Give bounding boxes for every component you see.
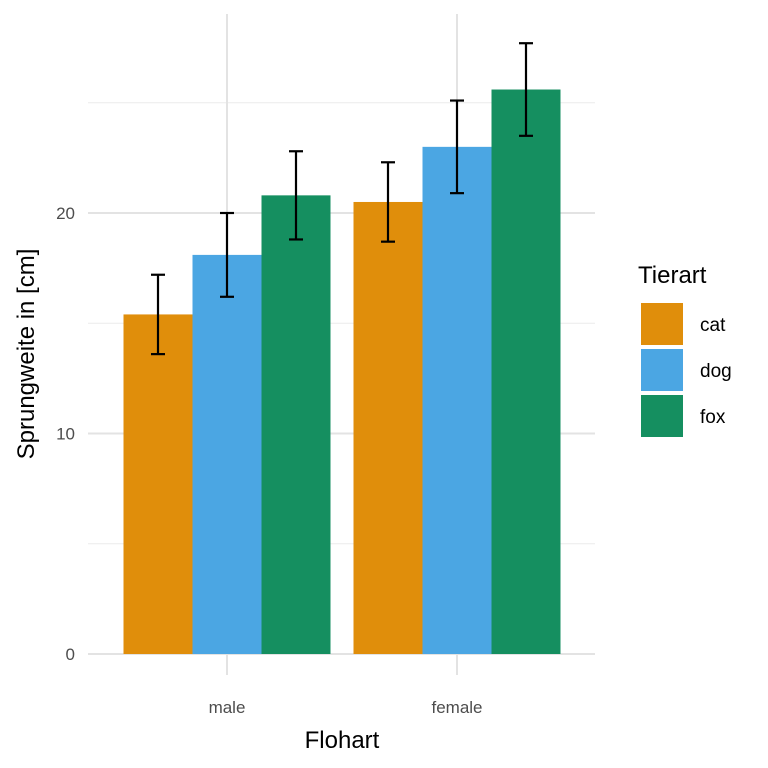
- x-axis-title: Flohart: [305, 727, 380, 754]
- error-bar-dog-male: [220, 211, 234, 298]
- error-bars: [151, 42, 533, 356]
- legend-item-dog: dog: [641, 349, 732, 391]
- bar-cat-female: [353, 201, 423, 654]
- bar-cat-male: [123, 314, 193, 654]
- legend-title: Tierart: [638, 262, 707, 289]
- legend-label: cat: [700, 315, 726, 336]
- legend-swatch: [641, 395, 683, 437]
- y-tick-label: 10: [56, 425, 75, 444]
- y-tick-label: 20: [56, 204, 75, 223]
- error-bar-cat-female: [381, 161, 395, 243]
- error-bar-dog-female: [450, 99, 464, 195]
- y-axis-ticks: 0 10 20: [56, 204, 75, 664]
- legend-label: fox: [700, 407, 726, 428]
- bar-fox-female: [491, 89, 561, 654]
- legend-label: dog: [700, 361, 732, 382]
- bar-dog-male: [192, 254, 262, 654]
- bar-dog-female: [422, 146, 492, 654]
- x-tick-label: male: [209, 698, 246, 717]
- legend-swatch: [641, 303, 683, 345]
- error-bar-fox-female: [519, 42, 533, 137]
- error-bar-cat-male: [151, 273, 165, 356]
- legend: Tierart cat dog fox: [638, 262, 732, 437]
- y-tick-label: 0: [66, 645, 75, 664]
- y-axis-title: Sprungweite in [cm]: [13, 249, 40, 460]
- bar-fox-male: [261, 195, 331, 655]
- legend-item-fox: fox: [641, 395, 726, 437]
- legend-item-cat: cat: [641, 303, 726, 345]
- bars: [123, 89, 561, 655]
- error-bar-fox-male: [289, 150, 303, 241]
- legend-swatch: [641, 349, 683, 391]
- x-tick-label: female: [431, 698, 482, 717]
- x-axis-ticks: male female: [209, 698, 483, 717]
- legend-items: cat dog fox: [641, 303, 732, 437]
